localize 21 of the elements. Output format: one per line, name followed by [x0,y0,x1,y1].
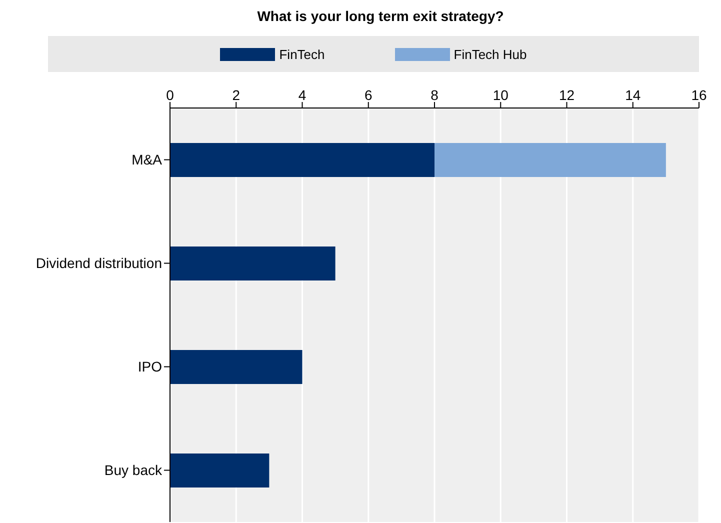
x-tick-label: 0 [166,87,174,103]
bar [170,143,434,177]
bar [170,350,302,384]
x-tick-label: 10 [492,87,509,103]
y-tick-label: M&A [132,152,163,168]
x-tick-label: 8 [430,87,439,103]
x-tick-label: 14 [625,87,641,103]
legend-label: FinTech [279,46,325,62]
y-tick-label: Buy back [104,462,163,478]
x-tick-label: 12 [558,87,575,103]
bar [170,246,336,280]
bar [434,143,666,177]
y-tick-label: IPO [138,358,162,375]
y-tick-label: Dividend distribution [36,255,162,272]
x-tick-label: 16 [691,87,707,103]
chart-title: What is your long term exit strategy? [256,8,505,26]
x-tick-label: 2 [232,87,240,103]
legend-label: FinTech Hub [454,46,527,62]
x-tick-label: 6 [364,87,372,103]
x-tick-label: 4 [298,87,306,103]
bar [170,454,270,488]
